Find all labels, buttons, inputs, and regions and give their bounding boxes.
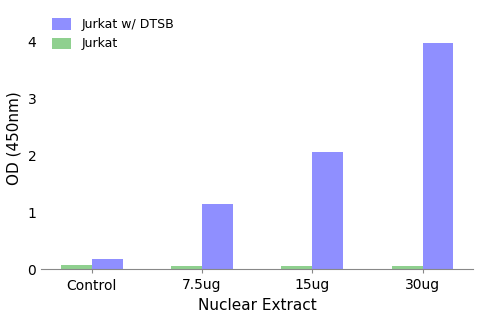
Bar: [281, 266, 312, 269]
Y-axis label: OD (450nm): OD (450nm): [7, 91, 22, 185]
Bar: [392, 266, 422, 269]
Bar: [312, 152, 343, 269]
Bar: [61, 266, 92, 269]
Bar: [171, 266, 202, 269]
X-axis label: Nuclear Extract: Nuclear Extract: [198, 298, 316, 313]
Bar: [202, 204, 233, 269]
Bar: [92, 259, 122, 269]
Bar: [422, 43, 454, 269]
Legend: Jurkat w/ DTSB, Jurkat: Jurkat w/ DTSB, Jurkat: [48, 13, 179, 55]
